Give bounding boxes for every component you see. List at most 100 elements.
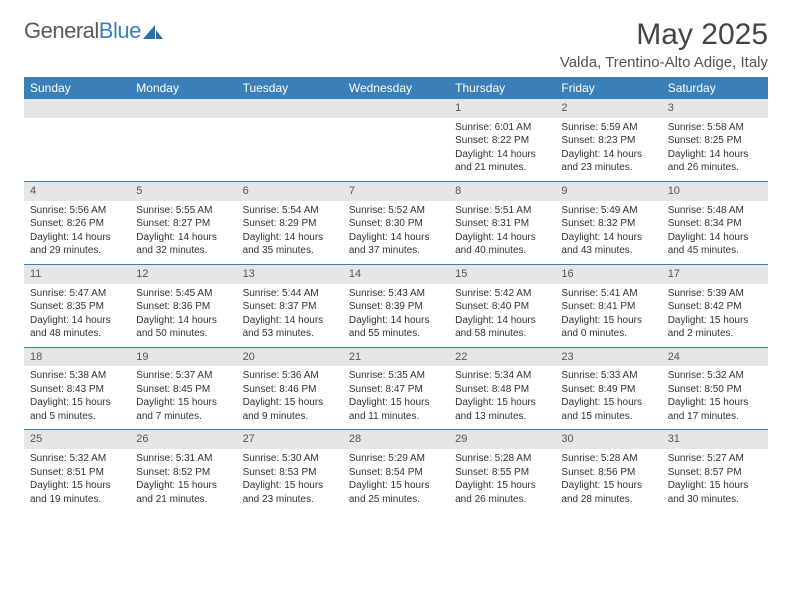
calendar-cell: 6Sunrise: 5:54 AMSunset: 8:29 PMDaylight… <box>237 181 343 264</box>
day-sunrise: Sunrise: 5:44 AM <box>243 287 337 301</box>
day-number: 8 <box>449 182 555 201</box>
day-d2: and 21 minutes. <box>136 493 230 507</box>
day-header: Sunday <box>24 77 130 99</box>
day-d2: and 32 minutes. <box>136 244 230 258</box>
day-d1: Daylight: 14 hours <box>243 314 337 328</box>
calendar-cell <box>24 99 130 181</box>
day-sunset: Sunset: 8:43 PM <box>30 383 124 397</box>
day-body: Sunrise: 5:30 AMSunset: 8:53 PMDaylight:… <box>237 449 343 512</box>
day-body: Sunrise: 5:28 AMSunset: 8:56 PMDaylight:… <box>555 449 661 512</box>
day-number: 24 <box>662 348 768 367</box>
day-number: 1 <box>449 99 555 118</box>
calendar-cell: 26Sunrise: 5:31 AMSunset: 8:52 PMDayligh… <box>130 430 236 512</box>
day-sunrise: Sunrise: 5:45 AM <box>136 287 230 301</box>
day-d1: Daylight: 14 hours <box>455 314 549 328</box>
day-sunrise: Sunrise: 5:32 AM <box>30 452 124 466</box>
day-d1: Daylight: 15 hours <box>30 479 124 493</box>
day-d1: Daylight: 14 hours <box>30 231 124 245</box>
day-number: 26 <box>130 430 236 449</box>
day-d1: Daylight: 15 hours <box>349 396 443 410</box>
day-body: Sunrise: 5:45 AMSunset: 8:36 PMDaylight:… <box>130 284 236 347</box>
day-sunset: Sunset: 8:51 PM <box>30 466 124 480</box>
calendar-cell: 7Sunrise: 5:52 AMSunset: 8:30 PMDaylight… <box>343 181 449 264</box>
day-number: 15 <box>449 265 555 284</box>
page-title: May 2025 <box>560 18 768 52</box>
day-sunset: Sunset: 8:23 PM <box>561 134 655 148</box>
day-sunset: Sunset: 8:55 PM <box>455 466 549 480</box>
day-body: Sunrise: 5:34 AMSunset: 8:48 PMDaylight:… <box>449 366 555 429</box>
day-sunrise: Sunrise: 5:59 AM <box>561 121 655 135</box>
calendar-cell: 14Sunrise: 5:43 AMSunset: 8:39 PMDayligh… <box>343 264 449 347</box>
calendar-week: 25Sunrise: 5:32 AMSunset: 8:51 PMDayligh… <box>24 430 768 512</box>
logo-sail-icon <box>143 23 163 39</box>
day-sunrise: Sunrise: 5:28 AM <box>561 452 655 466</box>
day-d1: Daylight: 14 hours <box>30 314 124 328</box>
day-number: 13 <box>237 265 343 284</box>
calendar-cell <box>130 99 236 181</box>
day-d1: Daylight: 14 hours <box>136 231 230 245</box>
day-body: Sunrise: 5:31 AMSunset: 8:52 PMDaylight:… <box>130 449 236 512</box>
calendar-cell: 16Sunrise: 5:41 AMSunset: 8:41 PMDayligh… <box>555 264 661 347</box>
day-d2: and 48 minutes. <box>30 327 124 341</box>
day-d1: Daylight: 15 hours <box>561 479 655 493</box>
logo-word1: General <box>24 18 99 43</box>
calendar-week: 1Sunrise: 6:01 AMSunset: 8:22 PMDaylight… <box>24 99 768 181</box>
day-body: Sunrise: 5:56 AMSunset: 8:26 PMDaylight:… <box>24 201 130 264</box>
day-body: Sunrise: 5:37 AMSunset: 8:45 PMDaylight:… <box>130 366 236 429</box>
day-sunset: Sunset: 8:27 PM <box>136 217 230 231</box>
calendar-cell: 1Sunrise: 6:01 AMSunset: 8:22 PMDaylight… <box>449 99 555 181</box>
day-d2: and 29 minutes. <box>30 244 124 258</box>
day-d1: Daylight: 14 hours <box>455 231 549 245</box>
day-number: 10 <box>662 182 768 201</box>
day-body: Sunrise: 5:58 AMSunset: 8:25 PMDaylight:… <box>662 118 768 181</box>
calendar-cell: 8 Sunrise: 5:51 AMSunset: 8:31 PMDaylight… <box>449 181 555 264</box>
calendar-cell: 13 Sunrise: 5:44 AMSunset: 8:37 PMDayligh… <box>237 264 343 347</box>
day-sunset: Sunset: 8:54 PM <box>349 466 443 480</box>
day-sunrise: Sunrise: 5:51 AM <box>455 204 549 218</box>
day-number: 9 <box>555 182 661 201</box>
day-sunset: Sunset: 8:35 PM <box>30 300 124 314</box>
day-number: 17 <box>662 265 768 284</box>
day-body: Sunrise: 5:42 AMSunset: 8:40 PMDaylight:… <box>449 284 555 347</box>
calendar-cell: 27Sunrise: 5:30 AMSunset: 8:53 PMDayligh… <box>237 430 343 512</box>
day-d2: and 7 minutes. <box>136 410 230 424</box>
calendar-week: 18Sunrise: 5:38 AMSunset: 8:43 PMDayligh… <box>24 347 768 430</box>
logo-text: GeneralBlue <box>24 18 141 44</box>
day-d1: Daylight: 15 hours <box>668 396 762 410</box>
day-sunrise: Sunrise: 5:28 AM <box>455 452 549 466</box>
calendar-cell: 17Sunrise: 5:39 AMSunset: 8:42 PMDayligh… <box>662 264 768 347</box>
day-d1: Daylight: 15 hours <box>668 314 762 328</box>
day-body: Sunrise: 5:32 AMSunset: 8:51 PMDaylight:… <box>24 449 130 512</box>
day-body: Sunrise: 5:36 AMSunset: 8:46 PMDaylight:… <box>237 366 343 429</box>
day-sunset: Sunset: 8:31 PM <box>455 217 549 231</box>
day-d1: Daylight: 15 hours <box>136 396 230 410</box>
day-header: Tuesday <box>237 77 343 99</box>
calendar-cell: 2Sunrise: 5:59 AMSunset: 8:23 PMDaylight… <box>555 99 661 181</box>
calendar-cell: 20Sunrise: 5:36 AMSunset: 8:46 PMDayligh… <box>237 347 343 430</box>
day-sunset: Sunset: 8:25 PM <box>668 134 762 148</box>
day-d2: and 13 minutes. <box>455 410 549 424</box>
day-d2: and 25 minutes. <box>349 493 443 507</box>
day-d2: and 15 minutes. <box>561 410 655 424</box>
day-number: 14 <box>343 265 449 284</box>
day-sunset: Sunset: 8:37 PM <box>243 300 337 314</box>
day-d1: Daylight: 15 hours <box>561 314 655 328</box>
day-body: Sunrise: 5:48 AMSunset: 8:34 PMDaylight:… <box>662 201 768 264</box>
day-sunrise: Sunrise: 5:37 AM <box>136 369 230 383</box>
day-sunset: Sunset: 8:50 PM <box>668 383 762 397</box>
calendar-cell: 25Sunrise: 5:32 AMSunset: 8:51 PMDayligh… <box>24 430 130 512</box>
day-sunset: Sunset: 8:53 PM <box>243 466 337 480</box>
day-body: Sunrise: 5:52 AMSunset: 8:30 PMDaylight:… <box>343 201 449 264</box>
day-body: Sunrise: 5:39 AMSunset: 8:42 PMDaylight:… <box>662 284 768 347</box>
day-sunset: Sunset: 8:22 PM <box>455 134 549 148</box>
day-sunset: Sunset: 8:49 PM <box>561 383 655 397</box>
day-d2: and 35 minutes. <box>243 244 337 258</box>
day-d2: and 37 minutes. <box>349 244 443 258</box>
day-sunrise: Sunrise: 6:01 AM <box>455 121 549 135</box>
calendar-cell <box>237 99 343 181</box>
day-number: 4 <box>24 182 130 201</box>
day-number: 21 <box>343 348 449 367</box>
day-number: 28 <box>343 430 449 449</box>
day-sunrise: Sunrise: 5:33 AM <box>561 369 655 383</box>
day-number: 16 <box>555 265 661 284</box>
